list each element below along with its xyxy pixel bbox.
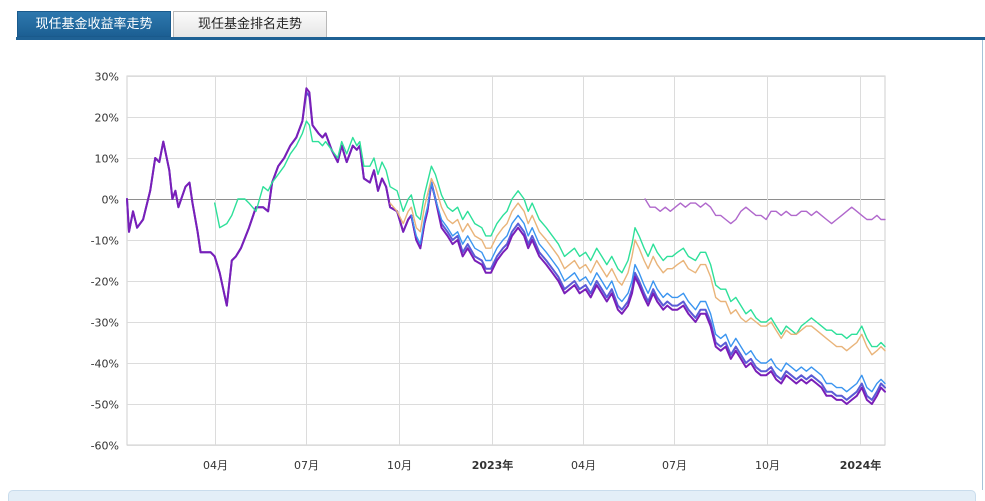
- y-tick-label: 30%: [95, 71, 119, 84]
- x-tick-label: 10月: [387, 459, 412, 472]
- y-tick-label: -40%: [91, 358, 119, 371]
- bottom-panel-bar: [8, 490, 976, 501]
- panel-right-border: [982, 40, 983, 490]
- tab-underline: [16, 37, 985, 40]
- y-tick-label: 20%: [95, 112, 119, 125]
- y-tick-label: 10%: [95, 153, 119, 166]
- series-line-3: [410, 181, 886, 393]
- tab-bar: 现任基金收益率走势 现任基金排名走势: [0, 0, 985, 40]
- tab-fund-ranking-trend[interactable]: 现任基金排名走势: [173, 11, 327, 37]
- x-tick-label: 10月: [755, 459, 780, 472]
- series-line-5: [389, 177, 886, 356]
- y-tick-label: -30%: [91, 317, 119, 330]
- y-tick-label: -10%: [91, 235, 119, 248]
- x-tick-label: 04月: [571, 459, 596, 472]
- y-tick-label: -20%: [91, 276, 119, 289]
- x-tick-label: 2024年: [840, 458, 882, 472]
- plot-area: [126, 75, 886, 446]
- x-tick-label: 07月: [294, 459, 319, 472]
- x-tick-label: 07月: [662, 459, 687, 472]
- y-tick-label: -60%: [91, 440, 119, 453]
- x-tick-label: 2023年: [472, 458, 514, 472]
- series-line-4: [213, 120, 886, 348]
- series-line-2: [126, 87, 886, 405]
- series-line-6: [644, 198, 886, 225]
- return-trend-chart: 30% 20% 10% 0% -10% -20% -30% -40% -50% -60% 04月 07…: [91, 71, 886, 472]
- y-tick-label: -50%: [91, 399, 119, 412]
- x-tick-label: 04月: [203, 459, 228, 472]
- tab-fund-return-trend[interactable]: 现任基金收益率走势: [17, 11, 171, 37]
- y-tick-label: 0%: [102, 194, 119, 207]
